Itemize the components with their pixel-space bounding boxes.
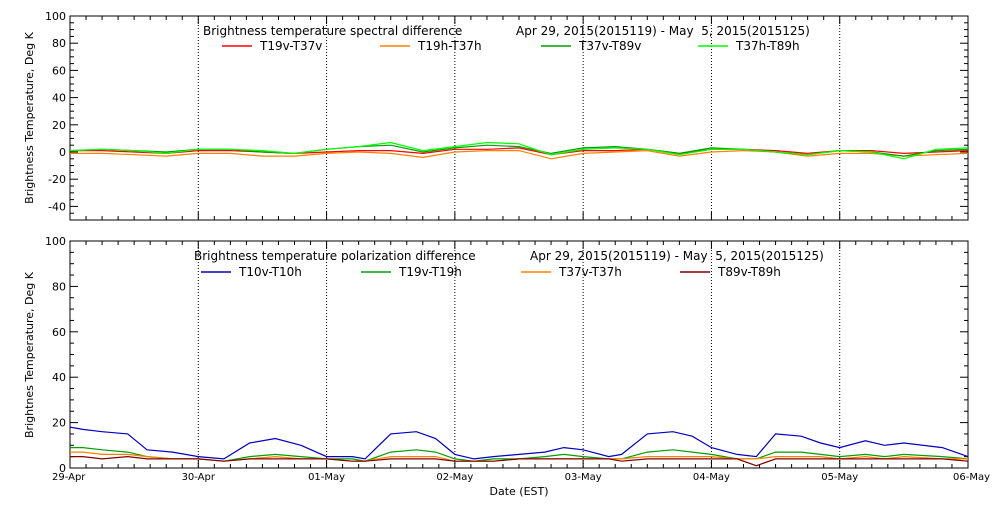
x-tick-label: 05-May [821, 472, 858, 483]
x-tick-label: 03-May [565, 472, 602, 483]
bottom-panel-date-range: Apr 29, 2015(2015119) - May 5, 2015(2015… [530, 249, 824, 263]
top-series-line [70, 147, 969, 156]
top-y-tick-label: 0 [59, 146, 66, 159]
bottom-y-tick-label: 40 [52, 371, 66, 384]
bottom-panel-title: Brightness temperature polarization diff… [194, 249, 476, 263]
bottom-y-tick-label: 80 [52, 280, 66, 293]
bottom-series-line [69, 426, 969, 460]
x-tick-label: 04-May [693, 472, 730, 483]
top-y-tick-label: 60 [52, 64, 66, 77]
top-y-tick-label: 80 [52, 37, 66, 50]
top-panel-title: Brightness temperature spectral differen… [203, 24, 462, 38]
top-legend-label: T37h-T89h [735, 39, 800, 53]
top-series-line [69, 141, 969, 160]
bottom-legend-label: T89v-T89h [717, 265, 781, 279]
bottom-legend-label: T10v-T10h [238, 265, 302, 279]
bottom-y-tick-label: 100 [45, 235, 66, 248]
bottom-y-tick-label: 0 [59, 462, 66, 475]
top-y-tick-label: 100 [45, 10, 66, 23]
top-y-tick-label: -20 [48, 173, 66, 186]
x-axis-label: Date (EST) [489, 485, 548, 498]
bottom-legend-label: T37v-T37h [558, 265, 622, 279]
x-tick-label: 06-May [953, 472, 990, 483]
bottom-y-tick-label: 60 [52, 326, 66, 339]
top-y-tick-label: -40 [48, 200, 66, 213]
x-tick-label: 29-Apr [52, 472, 86, 483]
top-y-tick-label: 20 [52, 119, 66, 132]
top-plot-frame [69, 15, 969, 221]
top-series-line [70, 149, 969, 160]
top-legend-label: T37v-T89v [578, 39, 641, 53]
bottom-plot-frame [69, 240, 969, 469]
top-panel-date-range: Apr 29, 2015(2015119) - May 5, 2015(2015… [516, 24, 810, 38]
x-tick-label: 30-Apr [182, 472, 216, 483]
top-y-tick-label: 40 [52, 92, 66, 105]
bottom-legend-label: T19v-T19h [398, 265, 462, 279]
bottom-panel-ylabel: Brightnes Temperature, Deg K [23, 271, 36, 438]
bottom-y-tick-label: 20 [52, 417, 66, 430]
bottom-series-line [70, 455, 969, 467]
top-panel-ylabel: Brightness Temperature, Deg K [23, 31, 36, 203]
top-legend-label: T19v-T37v [259, 39, 322, 53]
x-tick-label: 02-May [436, 472, 473, 483]
top-legend-label: T19h-T37h [417, 39, 482, 53]
x-tick-label: 01-May [308, 472, 345, 483]
